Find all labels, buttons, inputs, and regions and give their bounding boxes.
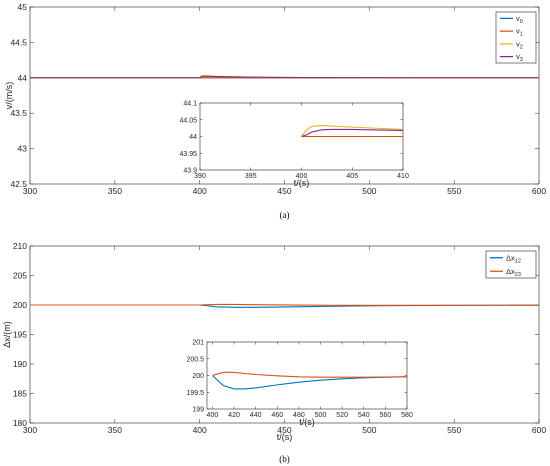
panel-b-y-axis-label: Δx/(m) xyxy=(2,321,12,348)
panel-b-inset-x-tick-label: 420 xyxy=(228,412,240,419)
panel-a-inset-x-tick-label: 390 xyxy=(194,173,206,180)
panel-a-inset-y-tick-label: 44 xyxy=(189,134,197,141)
panel-b-inset-x-tick-label: 480 xyxy=(293,412,305,419)
panel-b-x-axis-label: t/(s) xyxy=(277,432,293,442)
panel-b-inset-y-tick-label: 199 xyxy=(192,407,204,414)
panel-b-x-tick-label: 500 xyxy=(362,425,376,435)
panel-a-x-tick-label: 400 xyxy=(193,186,207,196)
panel-a-inset-x-label: t/(s) xyxy=(294,178,310,188)
panel-a-inset-x-tick-label: 405 xyxy=(346,173,358,180)
panel-b-inset-y-tick-label: 199.5 xyxy=(186,390,204,397)
panel-a-inset-series-v2 xyxy=(301,124,403,137)
panel-a-y-tick-label: 42.5 xyxy=(10,179,27,189)
panel-b-inset-x-tick-label: 460 xyxy=(271,412,283,419)
panel-b-inset-x-tick-label: 440 xyxy=(250,412,262,419)
panel-b-x-tick-label: 300 xyxy=(23,425,37,435)
panel-b-series-Δx23 xyxy=(30,303,539,306)
panel-b-inset-x-tick-label: 580 xyxy=(401,412,413,419)
panel-a-legend-label-v1: v1 xyxy=(516,27,523,38)
panel-b-y-tick-label: 200 xyxy=(13,300,27,310)
panel-b-y-tick-label: 185 xyxy=(13,389,27,399)
panel-b-legend-label-Δx12: Δx12 xyxy=(506,253,521,264)
panel-b-y-tick-label: 195 xyxy=(13,330,27,340)
panel-b-x-tick-label: 450 xyxy=(277,425,291,435)
panel-a-x-tick-label: 300 xyxy=(23,186,37,196)
panel-a-x-tick-label: 500 xyxy=(362,186,376,196)
panel-b-y-tick-label: 180 xyxy=(13,418,27,428)
panel-a-x-tick-label: 350 xyxy=(108,186,122,196)
panel-b-inset-axes-box xyxy=(206,341,408,410)
panel-a-caption: (a) xyxy=(280,210,290,220)
panel-a-inset-x-tick-label: 395 xyxy=(245,173,257,180)
panel-b-legend-box xyxy=(485,250,537,279)
panel-a-x-tick-label: 450 xyxy=(277,186,291,196)
panel-b-inset-y-tick-label: 200 xyxy=(192,373,204,380)
panel-b-y-tick-label: 190 xyxy=(13,359,27,369)
panel-a-y-tick-label: 44 xyxy=(18,73,28,83)
panel-b-inset-x-tick-label: 540 xyxy=(358,412,370,419)
panel-a-legend-label-v0: v0 xyxy=(516,14,523,25)
panel-b-inset-x-tick-label: 520 xyxy=(336,412,348,419)
panel-b-x-tick-label: 600 xyxy=(532,425,546,435)
panel-b-y-tick-label: 210 xyxy=(13,241,27,251)
panel-b-inset-series-Δx23 xyxy=(212,371,407,378)
panel-a-series-v3 xyxy=(30,75,539,79)
panel-b-x-tick-label: 400 xyxy=(193,425,207,435)
panel-a-y-axis-label: v/(m/s) xyxy=(4,82,14,110)
panel-a-x-tick-label: 600 xyxy=(532,186,546,196)
panel-a-legend-label-v2: v2 xyxy=(516,39,523,50)
panel-a-legend-label-v3: v3 xyxy=(516,52,523,63)
panel-b-inset-x-label: t/(s) xyxy=(299,417,315,427)
panel-a-y-tick-label: 43.5 xyxy=(10,108,27,118)
panel-a-inset-y-tick-label: 44.1 xyxy=(183,101,197,108)
panel-b-inset-x-tick-label: 400 xyxy=(207,412,219,419)
panel-b-legend-label-Δx23: Δx23 xyxy=(506,267,521,278)
panel-b-inset-y-tick-label: 200.5 xyxy=(186,356,204,363)
panel-b-y-tick-label: 205 xyxy=(13,271,27,281)
panel-a-inset-y-tick-label: 44.05 xyxy=(179,117,197,124)
panel-b-x-tick-label: 550 xyxy=(447,425,461,435)
panel-a-x-tick-label: 550 xyxy=(447,186,461,196)
panel-a-y-tick-label: 45 xyxy=(18,2,28,12)
panel-a-y-tick-label: 43 xyxy=(18,144,28,154)
panel-b-inset-x-tick-label: 500 xyxy=(315,412,327,419)
panel-b-x-tick-label: 350 xyxy=(108,425,122,435)
panel-a-inset-series-v3 xyxy=(301,128,403,138)
panel-a-inset-x-tick-label: 400 xyxy=(296,173,308,180)
panel-a-inset-x-tick-label: 410 xyxy=(397,173,409,180)
panel-b-inset-y-tick-label: 201 xyxy=(192,340,204,347)
panel-a-inset-y-tick-label: 43.9 xyxy=(183,168,197,175)
panel-a-inset-y-tick-label: 43.95 xyxy=(179,151,197,158)
panel-a-legend-box xyxy=(495,11,537,64)
panel-a-y-tick-label: 44.5 xyxy=(10,37,27,47)
panel-b-inset-x-tick-label: 560 xyxy=(380,412,392,419)
panel-b-caption: (b) xyxy=(279,454,290,464)
